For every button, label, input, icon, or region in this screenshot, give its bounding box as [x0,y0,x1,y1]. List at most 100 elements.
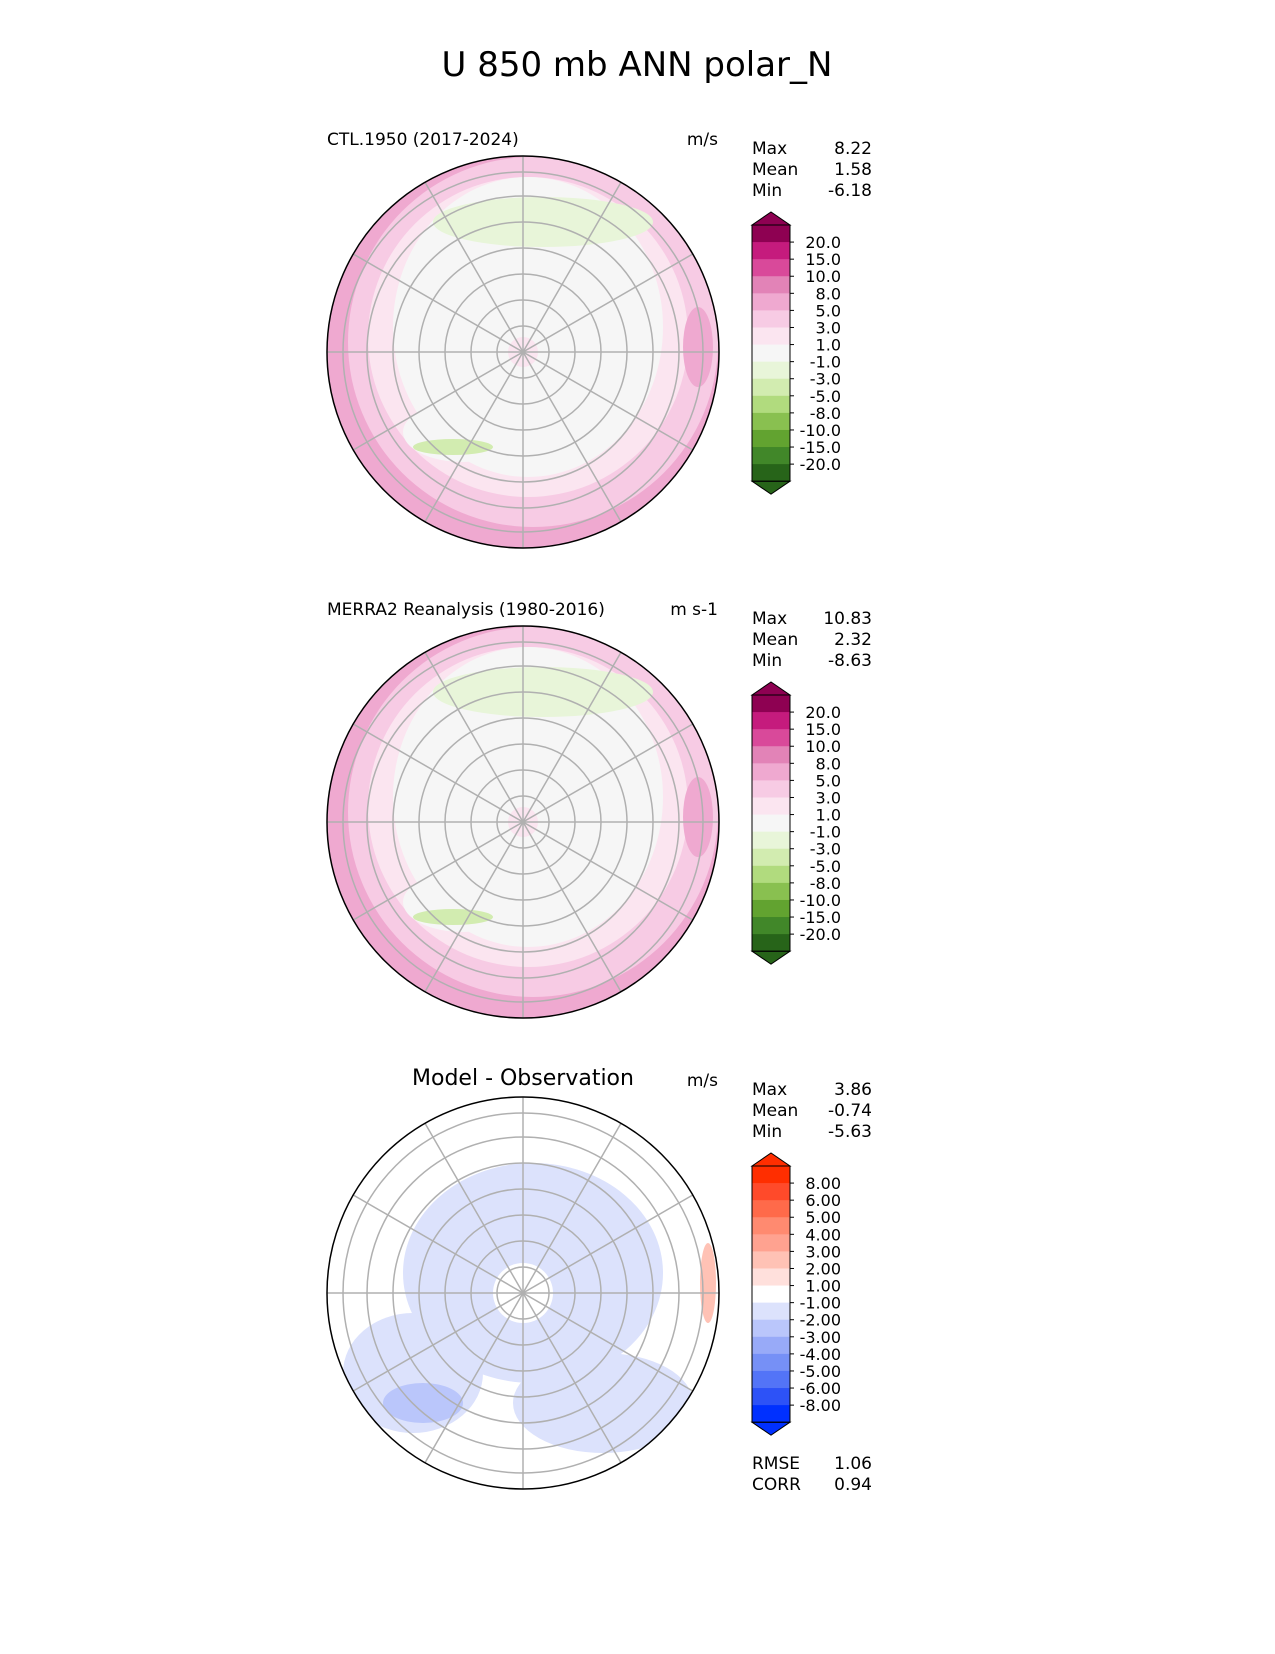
colorbar-tick-label: 20.0 [805,703,841,722]
colorbar-segment [752,814,790,833]
colorbar-segment [752,797,790,816]
colorbar-tick-label: -10.0 [800,421,841,440]
colorbar-segment [752,695,790,713]
colorbar-segment [752,344,790,363]
colorbar-segment [752,1268,790,1287]
stat-label: Max [752,139,787,159]
colorbar-segment [752,1405,790,1423]
colorbar-segment [752,276,790,294]
colorbar-tick-label: 8.0 [816,284,841,303]
colorbar-segment [752,712,790,730]
stat-label: Min [752,181,782,201]
stat-value: -6.18 [828,181,872,201]
stat-value: -8.63 [828,651,872,671]
stat-label: CORR [752,1475,801,1495]
colorbar-tick-label: -4.00 [800,1345,841,1364]
colorbar-tick-label: 5.0 [816,301,841,320]
colorbar-tick-label: 1.00 [805,1277,841,1296]
graticule [327,1097,719,1489]
colorbar-tick-label: -1.0 [810,823,841,842]
colorbar-segment [752,831,790,850]
stat-value: 2.32 [834,630,872,650]
colorbar-segment [752,1166,790,1184]
colorbar-tick-label: 3.0 [816,788,841,807]
colorbar-segment [752,242,790,260]
colorbar-tick-label: -1.00 [800,1294,841,1313]
colorbar-tick-label: -15.0 [800,438,841,457]
colorbar-tick-label: 1.0 [816,336,841,355]
colorbar: 20.015.010.08.05.03.01.0-1.0-3.0-5.0-8.0… [750,211,841,495]
colorbar-tick-label: 8.0 [816,754,841,773]
colorbar-extend-bottom [750,950,792,965]
colorbar-tick-label: 4.00 [805,1225,841,1244]
colorbar-segment [752,225,790,243]
colorbar-segment [752,763,790,781]
colorbar: 8.006.005.004.003.002.001.00-1.00-2.00-3… [750,1152,841,1436]
colorbar-segment [752,1336,790,1355]
colorbar-tick-label: -5.00 [800,1362,841,1381]
stat-value: 8.22 [834,139,872,159]
colorbar-tick-label: -3.00 [800,1328,841,1347]
colorbar-segment [752,848,790,867]
panel-1: CTL.1950 (2017-2024) m/s Max 8.22 Mean 1.58 Mi… [326,130,872,549]
panel-title: Model - Observation [412,1066,634,1091]
graticule [327,626,719,1018]
stat-label: Mean [752,1101,798,1121]
colorbar-segment [752,1234,790,1252]
colorbar-segment [752,378,790,397]
colorbar-tick-label: -2.00 [800,1311,841,1330]
stat-value: -5.63 [828,1122,872,1142]
stat-value: 0.94 [834,1475,872,1495]
colorbar-segment [752,729,790,747]
units-label: m s-1 [670,600,718,620]
colorbar-segment [752,1217,790,1235]
colorbar-segment [752,899,790,918]
colorbar-tick-label: -15.0 [800,908,841,927]
colorbar-segment [752,1388,790,1406]
colorbar-tick-label: 6.00 [805,1191,841,1210]
colorbar-tick-label: 8.00 [805,1174,841,1193]
panel-title: MERRA2 Reanalysis (1980-2016) [327,600,605,620]
graticule [327,156,719,548]
colorbar-tick-label: -5.0 [810,857,841,876]
colorbar: 20.015.010.08.05.03.01.0-1.0-3.0-5.0-8.0… [750,681,841,965]
colorbar-tick-label: -5.0 [810,387,841,406]
colorbar-segment [752,780,790,799]
stat-value: 10.83 [823,609,872,629]
colorbar-segment [752,259,790,277]
colorbar-segment [752,447,790,465]
colorbar-tick-label: 3.0 [816,318,841,337]
colorbar-tick-label: -3.0 [810,840,841,859]
colorbar-extend-bottom [750,1421,792,1436]
map-boundary [326,625,720,1019]
colorbar-segment [752,412,790,431]
colorbar-segment [752,1319,790,1338]
colorbar-tick-label: -8.0 [810,404,841,423]
stat-label: Max [752,609,787,629]
colorbar-tick-label: 15.0 [805,250,841,269]
colorbar-segment [752,429,790,448]
colorbar-segment [752,1370,790,1389]
colorbar-tick-label: -20.0 [800,455,841,474]
stat-label: Max [752,1080,787,1100]
colorbar-segment [752,1285,790,1304]
colorbar-segment [752,865,790,884]
panel-3: Model - Observation m/s Max 3.86 Mean -0.74 Mi… [326,1066,872,1495]
colorbar-tick-label: -8.0 [810,874,841,893]
colorbar-extend-top [750,211,792,226]
colorbar-segment [752,395,790,414]
colorbar-tick-label: -6.00 [800,1379,841,1398]
colorbar-segment [752,1183,790,1201]
colorbar-segment [752,1302,790,1321]
stat-value: -0.74 [828,1101,872,1121]
colorbar-segment [752,464,790,482]
colorbar-tick-label: 1.0 [816,806,841,825]
panel-title: CTL.1950 (2017-2024) [327,130,519,150]
colorbar-tick-label: -20.0 [800,925,841,944]
colorbar-tick-label: 10.0 [805,267,841,286]
colorbar-tick-label: 10.0 [805,737,841,756]
colorbar-tick-label: -10.0 [800,891,841,910]
colorbar-tick-label: 15.0 [805,720,841,739]
stat-label: Mean [752,630,798,650]
